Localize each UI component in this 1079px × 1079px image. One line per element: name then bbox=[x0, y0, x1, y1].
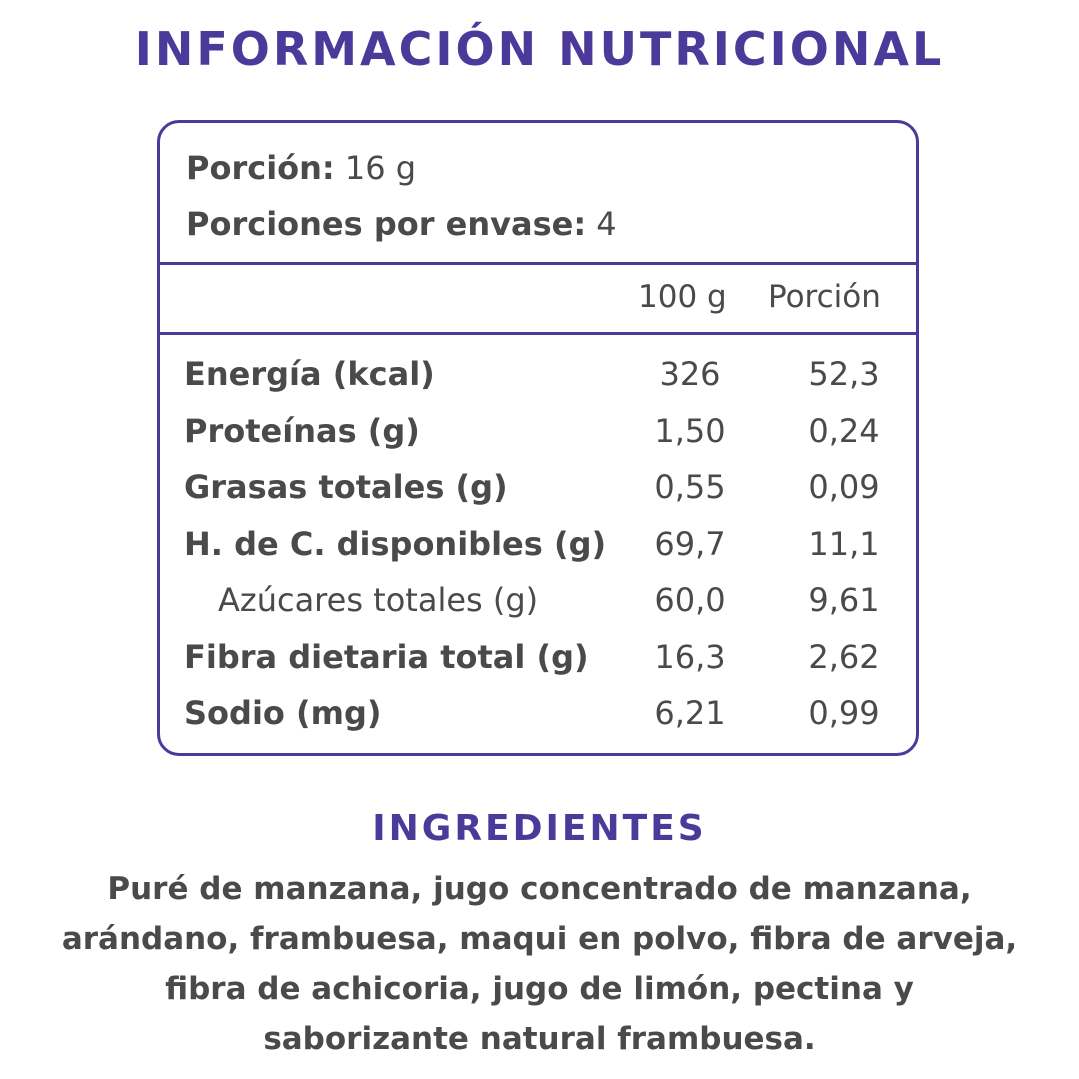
ingredients-text: Puré de manzana, jugo concentrado de man… bbox=[30, 864, 1049, 1064]
value-per-portion: 11,1 bbox=[808, 524, 880, 563]
value-per-portion: 0,99 bbox=[808, 694, 880, 732]
nutrient-name: H. de C. disponibles (g) bbox=[184, 524, 607, 563]
portion-line: Porción: 16 g bbox=[186, 149, 416, 187]
column-header: 100 g Porción bbox=[160, 265, 916, 335]
nutrient-name: Azúcares totales (g) bbox=[218, 581, 539, 619]
table-row: Proteínas (g) 1,50 0,24 bbox=[160, 412, 916, 469]
nutrient-name: Fibra dietaria total (g) bbox=[184, 637, 589, 676]
value-per-100g: 1,50 bbox=[654, 411, 726, 450]
value-per-100g: 69,7 bbox=[654, 524, 726, 563]
value-per-100g: 60,0 bbox=[654, 581, 726, 619]
portions-per-pack-value: 4 bbox=[596, 205, 617, 243]
ingredients-line: fibra de achicoria, jugo de limón, pecti… bbox=[165, 971, 914, 1007]
nutrient-name: Grasas totales (g) bbox=[184, 468, 508, 506]
value-per-portion: 2,62 bbox=[808, 637, 880, 676]
nutrient-rows: Energía (kcal) 326 52,3 Proteínas (g) 1,… bbox=[160, 355, 916, 751]
value-per-100g: 326 bbox=[659, 355, 721, 393]
table-row: Azúcares totales (g) 60,0 9,61 bbox=[160, 581, 916, 638]
value-per-100g: 6,21 bbox=[654, 694, 726, 732]
ingredients-line: Puré de manzana, jugo concentrado de man… bbox=[107, 871, 972, 907]
portion-label: Porción: bbox=[186, 149, 335, 187]
serving-info: Porción: 16 g Porciones por envase: 4 bbox=[160, 123, 916, 265]
table-row: Sodio (mg) 6,21 0,99 bbox=[160, 694, 916, 751]
ingredients-title: INGREDIENTES bbox=[372, 808, 707, 849]
column-header-100g: 100 g bbox=[638, 279, 727, 315]
nutrition-table: Porción: 16 g Porciones por envase: 4 10… bbox=[157, 120, 919, 756]
value-per-100g: 0,55 bbox=[654, 468, 726, 506]
portion-value: 16 g bbox=[344, 149, 417, 187]
table-row: H. de C. disponibles (g) 69,7 11,1 bbox=[160, 525, 916, 582]
nutrient-name: Proteínas (g) bbox=[184, 411, 420, 450]
value-per-portion: 52,3 bbox=[808, 355, 880, 393]
table-row: Energía (kcal) 326 52,3 bbox=[160, 355, 916, 412]
value-per-portion: 0,24 bbox=[808, 411, 880, 450]
ingredients-line: saborizante natural frambuesa. bbox=[263, 1021, 816, 1057]
table-row: Grasas totales (g) 0,55 0,09 bbox=[160, 468, 916, 525]
nutrient-name: Energía (kcal) bbox=[184, 355, 435, 393]
ingredients-line: arándano, frambuesa, maqui en polvo, fib… bbox=[61, 921, 1018, 957]
portions-per-pack-label: Porciones por envase: bbox=[186, 205, 587, 243]
value-per-100g: 16,3 bbox=[654, 637, 726, 676]
value-per-portion: 9,61 bbox=[808, 581, 880, 619]
column-header-portion: Porción bbox=[768, 279, 881, 315]
nutrient-name: Sodio (mg) bbox=[184, 694, 382, 732]
table-row: Fibra dietaria total (g) 16,3 2,62 bbox=[160, 638, 916, 695]
value-per-portion: 0,09 bbox=[808, 468, 880, 506]
page-title: INFORMACIÓN NUTRICIONAL bbox=[134, 22, 945, 76]
portions-per-pack-line: Porciones por envase: 4 bbox=[186, 205, 617, 243]
